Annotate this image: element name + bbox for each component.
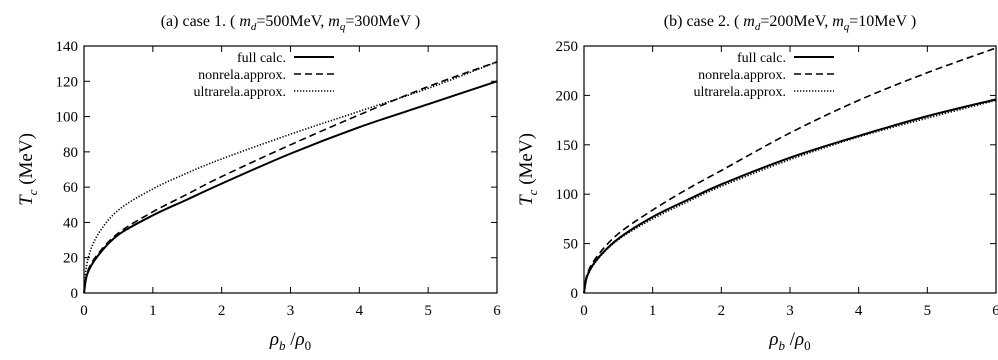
x-tick-label: 1 [649, 303, 657, 319]
plot-frame [83, 45, 498, 294]
x-tick-label: 0 [80, 303, 88, 319]
legend-label: nonrela.approx. [698, 68, 786, 83]
y-tick-label: 250 [556, 39, 579, 55]
y-tick-label: 100 [556, 187, 579, 203]
chart-panel-b: (b) case 2. ( md=200MeV, mq=10MeV ) 0 1 2 3 4… [516, 13, 998, 353]
x-tick-label: 5 [424, 303, 432, 319]
chart-panel-a: (a) case 1. ( md=500MeV, mq=300MeV ) 0 1 2 3… [16, 13, 501, 353]
x-tick-label: 5 [924, 303, 932, 319]
y-tick-label: 150 [556, 138, 579, 154]
series-line-dotted [583, 99, 997, 294]
y-tick-label: 20 [63, 251, 78, 267]
legend-label: full calc. [237, 51, 286, 66]
legend-label: nonrela.approx. [198, 68, 286, 83]
x-tick-label: 2 [718, 303, 726, 319]
y-axis-label: Tc (MeV) [516, 133, 540, 206]
x-tick-label: 3 [287, 303, 295, 319]
x-axis-label: ρb /ρ0 [768, 329, 810, 353]
y-tick-label: 0 [71, 286, 79, 302]
series-line-dotted [83, 61, 498, 294]
y-axis-label: Tc (MeV) [16, 133, 40, 206]
chart-title: (b) case 2. ( md=200MeV, mq=10MeV ) [664, 13, 916, 33]
x-tick-label: 4 [356, 303, 364, 319]
y-tick-label: 120 [56, 74, 79, 90]
x-tick-label: 1 [149, 303, 157, 319]
series-line-solid [583, 98, 997, 294]
y-tick-label: 50 [563, 237, 578, 253]
y-tick-label: 100 [56, 110, 79, 126]
legend-label: full calc. [737, 51, 786, 66]
x-tick-label: 4 [855, 303, 863, 319]
series-line-solid [83, 80, 498, 294]
y-tick-label: 60 [63, 180, 78, 196]
x-tick-label: 3 [786, 303, 794, 319]
series-line-dashed [83, 61, 498, 294]
chart-title: (a) case 1. ( md=500MeV, mq=300MeV ) [161, 13, 421, 33]
x-axis-label: ρb /ρ0 [269, 329, 311, 353]
y-tick-label: 0 [571, 286, 579, 302]
legend-label: ultrarela.approx. [193, 85, 286, 100]
series-line-dashed [583, 47, 997, 294]
x-tick-label: 0 [580, 303, 588, 319]
y-tick-label: 80 [63, 145, 78, 161]
x-tick-label: 2 [218, 303, 226, 319]
y-tick-label: 140 [56, 39, 79, 55]
x-tick-label: 6 [493, 303, 501, 319]
y-tick-label: 200 [556, 88, 579, 104]
plot-frame [583, 45, 997, 294]
x-tick-label: 6 [992, 303, 998, 319]
legend-label: ultrarela.approx. [693, 85, 786, 100]
y-tick-label: 40 [63, 215, 78, 231]
